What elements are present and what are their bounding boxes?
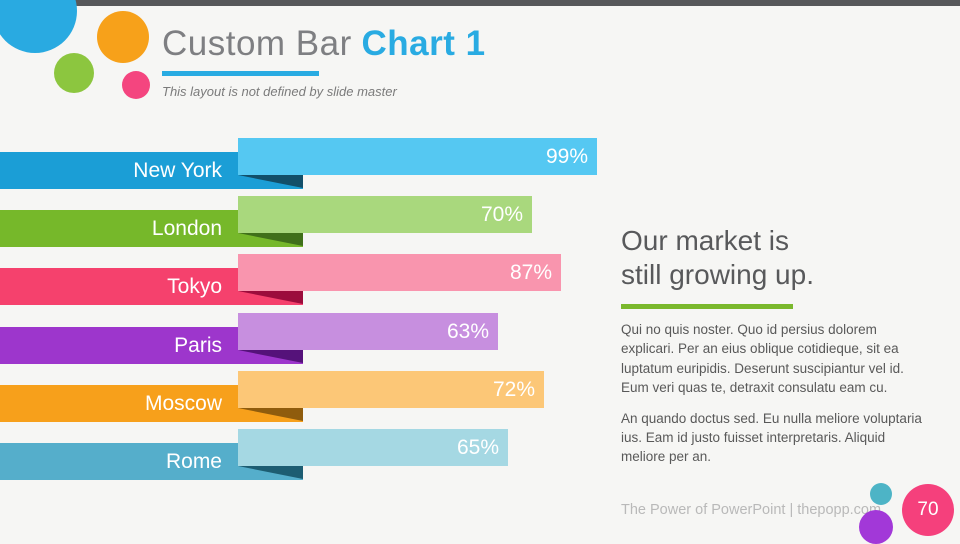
chart-row-paris: Paris 63% — [0, 313, 620, 401]
aside-rule — [621, 304, 793, 309]
value-bar-tokyo: 87% — [238, 254, 561, 291]
decor-circle-orange — [97, 11, 149, 63]
chart-row-rome: Rome 65% — [0, 429, 620, 517]
bar-category-label: London — [151, 217, 222, 240]
chart-row-new-york: New York 99% — [0, 138, 620, 226]
value-bar-rome: 65% — [238, 429, 508, 466]
chart-row-tokyo: Tokyo 87% — [0, 254, 620, 342]
decor-circle-teal — [870, 483, 892, 505]
bar-value-label: 87% — [509, 261, 552, 284]
bar-category-label: Tokyo — [167, 275, 222, 298]
footer-credit: The Power of PowerPoint | thepopp.com — [621, 502, 882, 518]
bar-value-label: 72% — [492, 378, 535, 401]
chart-row-london: London 70% — [0, 196, 620, 284]
page-title-accent: Chart 1 — [361, 24, 486, 63]
top-strip — [0, 0, 960, 6]
decor-circle-purple — [859, 510, 893, 544]
bar-value-label: 70% — [480, 203, 523, 226]
title-underline — [162, 71, 319, 76]
bar-chart: New York 99% London 70% Tokyo 87% Paris 63% Mosc… — [0, 138, 620, 480]
value-bar-new-york: 99% — [238, 138, 597, 175]
aside-heading-line2: still growing up. — [621, 259, 814, 290]
bar-value-label: 63% — [446, 320, 489, 343]
decor-circle-green — [54, 53, 94, 93]
aside-paragraph-2: An quando doctus sed. Eu nulla meliore v… — [621, 410, 922, 465]
aside-heading-line1: Our market is — [621, 225, 790, 256]
bar-category-label: Moscow — [144, 392, 222, 415]
aside-text-block: Our market is still growing up. Qui no qu… — [621, 224, 923, 467]
bar-category-label: New York — [133, 159, 222, 182]
bar-category-label: Paris — [174, 334, 222, 357]
page-title: Custom Bar Chart 1 — [162, 24, 486, 64]
chart-row-moscow: Moscow 72% — [0, 371, 620, 459]
aside-heading: Our market is still growing up. — [621, 224, 923, 292]
decor-circle-pink — [122, 71, 150, 99]
bar-category-label: Rome — [165, 450, 222, 473]
aside-paragraph-1: Qui no quis noster. Quo id persius dolor… — [621, 322, 904, 396]
slide-subtitle: This layout is not defined by slide mast… — [162, 84, 397, 99]
page-title-light: Custom Bar — [162, 24, 352, 63]
page-number-badge: 70 — [902, 484, 954, 536]
bar-value-label: 99% — [545, 145, 588, 168]
value-bar-london: 70% — [238, 196, 532, 233]
bar-value-label: 65% — [456, 436, 499, 459]
value-bar-moscow: 72% — [238, 371, 544, 408]
value-bar-paris: 63% — [238, 313, 498, 350]
